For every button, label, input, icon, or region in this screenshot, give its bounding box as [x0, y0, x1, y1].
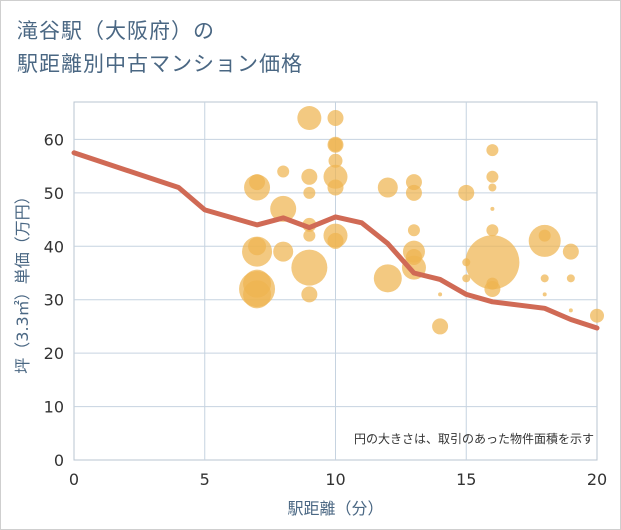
data-point: [249, 174, 266, 191]
data-point: [328, 153, 343, 168]
data-point: [273, 241, 294, 262]
data-point: [291, 249, 328, 286]
data-point: [542, 292, 547, 297]
chart-title: 滝谷駅（大阪府）の 駅距離別中古マンション価格: [17, 15, 303, 81]
data-point: [327, 110, 344, 127]
data-point: [328, 137, 343, 152]
data-point: [303, 186, 316, 199]
data-point: [462, 274, 471, 283]
data-point: [438, 292, 443, 297]
data-point: [277, 165, 290, 178]
data-point: [538, 229, 551, 242]
data-point: [462, 258, 471, 267]
y-tick-label: 0: [54, 451, 64, 470]
y-tick-label: 20: [44, 344, 64, 363]
data-point: [327, 179, 344, 196]
y-tick-label: 50: [44, 184, 64, 203]
data-point: [248, 237, 267, 256]
data-point: [405, 248, 422, 265]
data-point: [540, 274, 549, 283]
data-point: [301, 168, 318, 185]
data-point: [432, 318, 449, 335]
data-point: [486, 144, 499, 157]
data-point: [303, 229, 316, 242]
size-legend-note: 円の大きさは、取引のあった物件面積を示す: [354, 431, 594, 446]
x-tick-label: 10: [325, 470, 345, 489]
data-point: [373, 264, 402, 293]
title-line-2: 駅距離別中古マンション価格: [17, 52, 303, 76]
x-tick-label: 0: [69, 470, 79, 489]
data-point: [301, 286, 318, 303]
data-point: [568, 308, 573, 313]
data-point: [566, 274, 575, 283]
data-point: [490, 206, 495, 211]
x-tick-label: 5: [200, 470, 210, 489]
trend-line: [71, 150, 600, 331]
y-tick-labels: 0 10 20 30 40 50 60: [44, 130, 64, 470]
data-point: [377, 177, 398, 198]
data-point: [562, 243, 579, 260]
data-point: [486, 277, 499, 290]
x-axis-label: 駅距離（分）: [287, 499, 383, 518]
data-point: [458, 184, 475, 201]
y-tick-label: 60: [44, 130, 64, 149]
data-point: [297, 106, 322, 131]
data-point: [270, 195, 297, 222]
data-point: [243, 280, 272, 309]
data-point: [465, 235, 520, 290]
x-tick-label: 15: [456, 470, 476, 489]
x-tick-labels: 0 5 10 15 20: [69, 470, 607, 489]
y-axis-label: 坪（3.3㎡）単価（万円）: [13, 188, 32, 373]
x-tick-label: 20: [587, 470, 607, 489]
data-point: [405, 184, 422, 201]
data-point: [486, 224, 499, 237]
y-tick-label: 30: [44, 291, 64, 310]
data-point: [590, 308, 604, 323]
y-tick-label: 10: [44, 398, 64, 417]
data-point: [488, 183, 497, 192]
data-point: [327, 232, 344, 249]
data-point: [407, 224, 420, 237]
y-tick-label: 40: [44, 237, 64, 256]
data-point: [486, 170, 499, 183]
title-line-1: 滝谷駅（大阪府）の: [17, 19, 215, 43]
